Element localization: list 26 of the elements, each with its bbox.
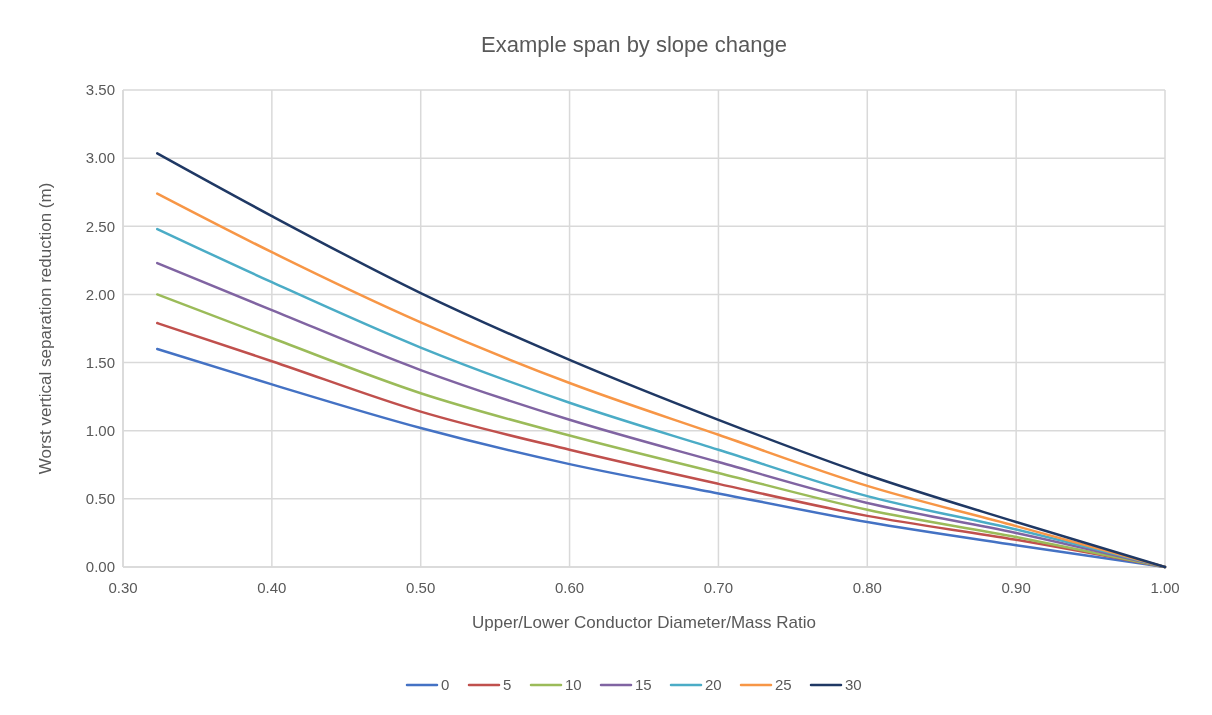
- x-tick-label: 0.50: [406, 579, 436, 596]
- x-tick-label: 0.80: [852, 579, 882, 596]
- y-tick-label: 1.00: [85, 421, 115, 439]
- x-tick-label: 0.40: [257, 579, 287, 596]
- y-tick-label: 0.50: [85, 490, 115, 508]
- legend-label: 25: [775, 676, 792, 694]
- legend-label: 30: [845, 676, 862, 694]
- y-tick-label: 1.50: [85, 353, 115, 371]
- y-tick-label: 3.00: [85, 149, 115, 167]
- legend-label: 5: [503, 676, 512, 694]
- y-tick-label: 0.00: [85, 558, 115, 576]
- y-tick-label: 2.50: [85, 217, 115, 235]
- x-tick-label: 0.60: [554, 579, 585, 596]
- y-tick-label: 2.00: [85, 285, 115, 303]
- legend-label: 20: [705, 676, 722, 694]
- legend-label: 15: [635, 676, 652, 694]
- legend-label: 0: [441, 676, 450, 694]
- x-tick-label: 1.00: [1150, 579, 1180, 596]
- y-axis-title: Worst vertical separation reduction (m): [36, 182, 55, 475]
- legend-label: 10: [565, 676, 582, 694]
- chart-title: Example span by slope change: [481, 32, 787, 57]
- x-tick-label: 0.30: [108, 579, 138, 596]
- x-tick-label: 0.90: [1001, 579, 1031, 596]
- x-axis-title: Upper/Lower Conductor Diameter/Mass Ratio: [472, 613, 816, 632]
- x-tick-label: 0.70: [703, 579, 734, 596]
- y-tick-label: 3.50: [85, 81, 115, 99]
